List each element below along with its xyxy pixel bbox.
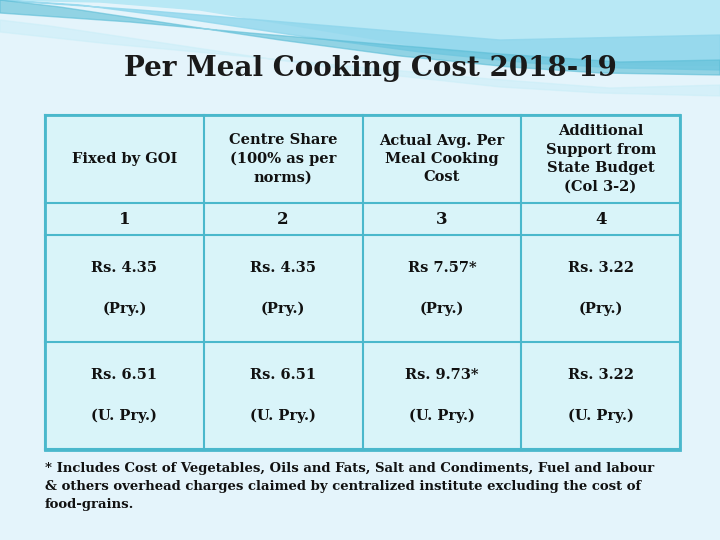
- Text: Per Meal Cooking Cost 2018-19: Per Meal Cooking Cost 2018-19: [124, 55, 616, 82]
- Text: 2: 2: [277, 211, 289, 227]
- Text: Centre Share
(100% as per
norms): Centre Share (100% as per norms): [229, 133, 338, 185]
- Polygon shape: [0, 0, 720, 70]
- Text: 1: 1: [119, 211, 130, 227]
- Text: * Includes Cost of Vegetables, Oils and Fats, Salt and Condiments, Fuel and labo: * Includes Cost of Vegetables, Oils and …: [45, 462, 654, 511]
- Text: Rs. 6.51

(U. Pry.): Rs. 6.51 (U. Pry.): [91, 368, 158, 423]
- Polygon shape: [0, 20, 720, 96]
- Text: Rs. 3.22

(Pry.): Rs. 3.22 (Pry.): [567, 261, 634, 316]
- Polygon shape: [0, 0, 720, 75]
- Text: Fixed by GOI: Fixed by GOI: [72, 152, 177, 166]
- Text: Rs 7.57*

(Pry.): Rs 7.57* (Pry.): [408, 261, 476, 316]
- Text: Additional
Support from
State Budget
(Col 3-2): Additional Support from State Budget (Co…: [546, 124, 656, 194]
- FancyBboxPatch shape: [45, 115, 680, 450]
- Text: Rs. 4.35

(Pry.): Rs. 4.35 (Pry.): [250, 261, 316, 316]
- Text: Rs. 4.35

(Pry.): Rs. 4.35 (Pry.): [91, 261, 158, 316]
- Polygon shape: [0, 0, 720, 65]
- Text: 4: 4: [595, 211, 606, 227]
- Text: Rs. 6.51

(U. Pry.): Rs. 6.51 (U. Pry.): [250, 368, 316, 423]
- Text: Actual Avg. Per
Meal Cooking
Cost: Actual Avg. Per Meal Cooking Cost: [379, 133, 505, 184]
- Text: Rs. 9.73*

(U. Pry.): Rs. 9.73* (U. Pry.): [405, 368, 479, 423]
- Text: Rs. 3.22

(U. Pry.): Rs. 3.22 (U. Pry.): [567, 368, 634, 423]
- Text: 3: 3: [436, 211, 448, 227]
